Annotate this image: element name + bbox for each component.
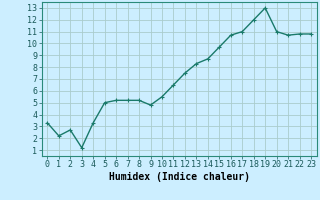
X-axis label: Humidex (Indice chaleur): Humidex (Indice chaleur) — [109, 172, 250, 182]
